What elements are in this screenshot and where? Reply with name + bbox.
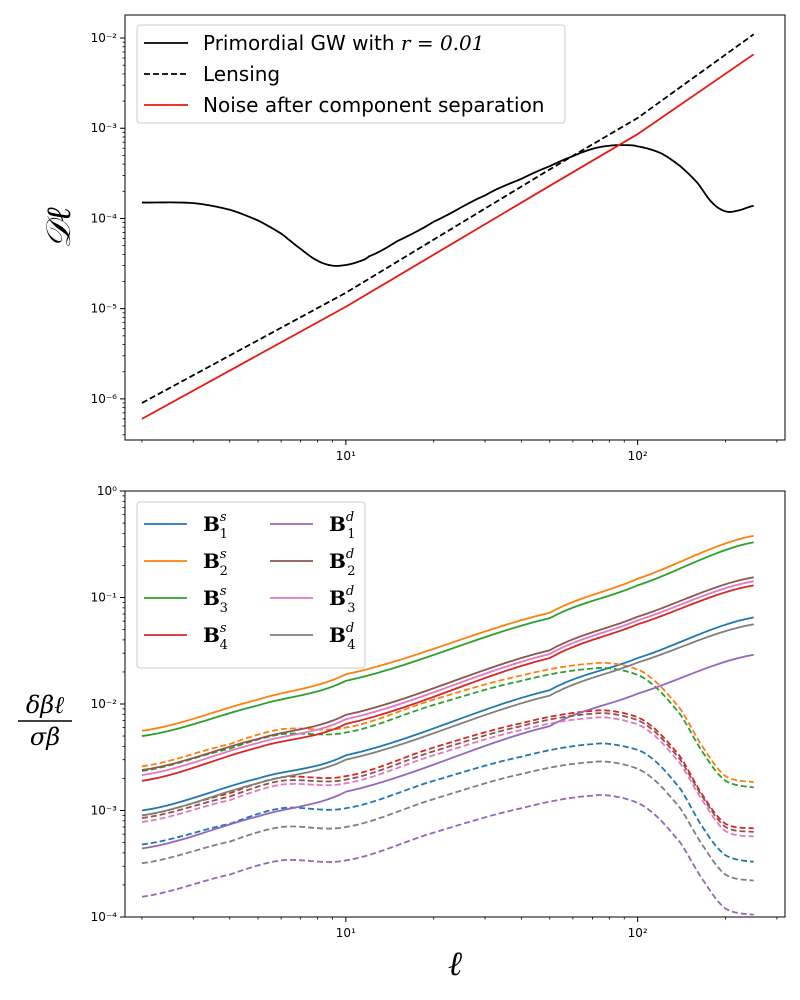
bottom-y-label-numerator: δβℓ — [26, 691, 64, 719]
bottom-series-solid-1 — [141, 616, 754, 812]
bottom-y-label-denominator: σβ — [30, 723, 60, 751]
bottom-series-solid-7 — [141, 580, 754, 776]
top-y-tick-label: 10⁻³ — [91, 121, 118, 135]
top-axis-ticks: 10¹ 10² 10⁻⁶ 10⁻⁵ 10⁻⁴ 10⁻³ 10⁻² — [91, 31, 778, 463]
top-y-tick-label: 10⁻² — [91, 31, 118, 45]
bottom-axes-frame — [124, 490, 786, 918]
bottom-legend-label-sub: 2 — [347, 564, 355, 579]
top-series-line-1 — [141, 144, 754, 267]
bottom-legend-label-base: B — [329, 512, 346, 536]
bottom-legend-label-sup: s — [220, 510, 227, 525]
bottom-series-dashed-1 — [141, 742, 754, 863]
bottom-legend-label-base: B — [203, 512, 220, 536]
top-y-tick-label: 10⁻⁵ — [91, 302, 118, 316]
bottom-series-solid-6 — [141, 576, 754, 771]
bottom-legend-label-sup: s — [220, 584, 227, 599]
bottom-series-dashed-5 — [141, 794, 754, 916]
top-y-tick-label: 10⁻⁴ — [91, 211, 118, 225]
bottom-series-solid-8 — [141, 623, 754, 817]
bottom-legend-label-base: B — [329, 623, 346, 647]
bottom-series-solid-4 — [141, 584, 754, 782]
bottom-legend-label-sup: d — [346, 547, 354, 562]
bottom-y-tick-label: 10⁻³ — [91, 804, 118, 818]
top-legend-label-1: Primordial GW with r = 0.01 — [203, 31, 485, 55]
bottom-legend-label-2: Bs 2 — [203, 547, 228, 579]
bottom-legend-label-sub: 3 — [220, 601, 228, 616]
bottom-legend-label-sub: 4 — [220, 638, 228, 653]
top-x-tick-label: 10² — [628, 449, 648, 463]
top-legend-label-2: Lensing — [203, 62, 280, 86]
bottom-legend-label-base: B — [203, 586, 220, 610]
bottom-legend-label-sub: 3 — [347, 601, 355, 616]
bottom-legend-label-sub: 2 — [220, 564, 228, 579]
bottom-y-tick-label: 10⁻¹ — [91, 591, 118, 605]
bottom-legend-label-sup: s — [220, 547, 227, 562]
top-axes-frame — [124, 14, 786, 441]
top-legend: Primordial GW with r = 0.01 Lensing Noise … — [136, 24, 566, 124]
bottom-legend-label-sub: 1 — [220, 527, 228, 542]
bottom-x-axis-label: ℓ — [448, 944, 462, 984]
bottom-series-dashed-2 — [141, 661, 754, 783]
bottom-series-dashed-3 — [141, 667, 754, 789]
bottom-series-dashed-8 — [141, 760, 754, 882]
bottom-legend-label-5: Bd 1 — [329, 510, 356, 542]
bottom-series-group — [141, 534, 754, 916]
bottom-legend-label-sub: 4 — [347, 638, 355, 653]
top-legend-label-3: Noise after component separation — [203, 93, 544, 117]
bottom-legend-label-base: B — [203, 549, 220, 573]
bottom-series-solid-5 — [141, 653, 754, 850]
bottom-legend-label-1: Bs 1 — [203, 510, 228, 542]
bottom-y-axis-label: δβℓ σβ — [18, 691, 72, 751]
bottom-legend-label-base: B — [203, 623, 220, 647]
bottom-legend-label-sup: d — [346, 621, 354, 636]
bottom-series-dashed-6 — [141, 712, 754, 833]
top-series-line-2 — [141, 33, 755, 404]
bottom-legend-label-sup: s — [220, 621, 227, 636]
bottom-axis-ticks: 10¹ 10² 10⁻⁴ 10⁻³ 10⁻² 10⁻¹ 10⁰ — [91, 484, 778, 940]
bottom-y-tick-label: 10⁻⁴ — [91, 910, 118, 924]
bottom-x-tick-label: 10¹ — [336, 926, 356, 940]
bottom-legend-label-8: Bd 4 — [329, 621, 356, 653]
top-legend-frame — [136, 24, 566, 124]
top-x-tick-label: 10¹ — [336, 449, 356, 463]
top-series-group — [141, 33, 755, 420]
bottom-legend-label-4: Bs 4 — [203, 621, 228, 653]
bottom-legend: Bs 1Bs 2Bs 3Bs 4Bd 1Bd 2Bd 3Bd 4 — [136, 501, 366, 669]
top-y-axis-label: 𝒟ℓ — [39, 207, 79, 248]
top-y-tick-label: 10⁻⁶ — [91, 392, 118, 406]
bottom-legend-label-base: B — [329, 586, 346, 610]
bottom-y-tick-label: 10⁰ — [97, 484, 117, 498]
bottom-y-tick-label: 10⁻² — [91, 697, 118, 711]
bottom-legend-label-3: Bs 3 — [203, 584, 228, 616]
top-series-line-3 — [141, 53, 755, 420]
bottom-series-solid-2 — [141, 534, 754, 732]
bottom-series-solid-3 — [141, 541, 754, 737]
bottom-legend-frame — [136, 501, 366, 669]
top-legend-label-math: r = 0.01 — [401, 31, 485, 55]
top-panel-lensing-noise: 10¹ 10² 10⁻⁶ 10⁻⁵ 10⁻⁴ 10⁻³ 10⁻² 𝒟ℓ Primordial… — [39, 14, 786, 463]
bottom-legend-label-sup: d — [346, 510, 354, 525]
top-legend-label-prefix: Primordial GW with — [203, 31, 401, 55]
bottom-series-dashed-7 — [141, 716, 754, 838]
bottom-legend-label-sub: 1 — [347, 527, 355, 542]
bottom-legend-label-sup: d — [346, 584, 354, 599]
bottom-legend-label-7: Bd 3 — [329, 584, 356, 616]
bottom-x-tick-label: 10² — [628, 926, 648, 940]
bottom-legend-label-base: B — [329, 549, 346, 573]
bottom-legend-label-6: Bd 2 — [329, 547, 356, 579]
